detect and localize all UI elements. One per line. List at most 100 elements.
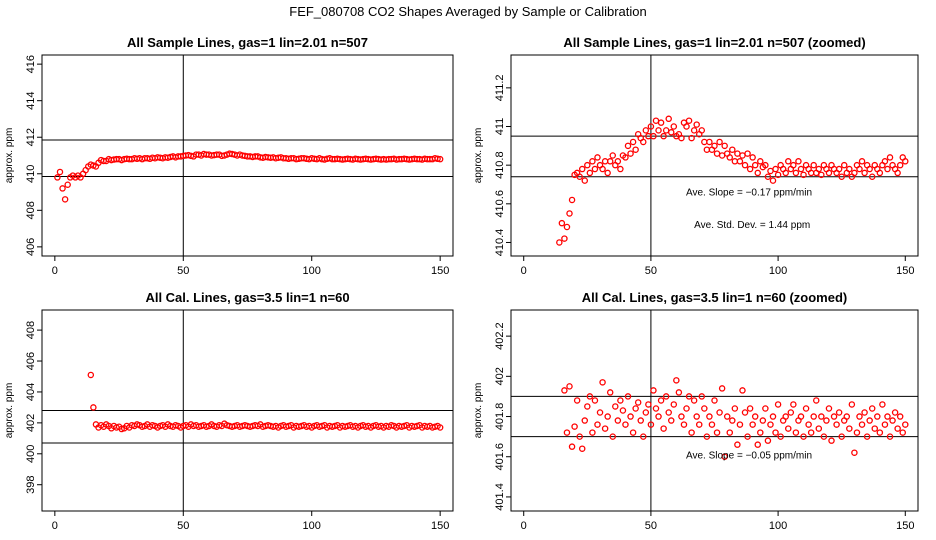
data-point: [561, 235, 568, 242]
chart-title: All Cal. Lines, gas=3.5 lin=1 n=60 (zoom…: [582, 290, 848, 305]
data-point: [782, 413, 789, 420]
data-point: [726, 429, 734, 436]
data-point: [754, 169, 761, 177]
data-point: [578, 165, 586, 173]
data-point: [749, 154, 756, 161]
y-axis-label: approx. ppm: [4, 383, 15, 439]
data-point: [54, 174, 61, 181]
data-point: [568, 196, 576, 204]
figure-title: FEF_080708 CO2 Shapes Averaged by Sample…: [289, 4, 647, 19]
data-point: [606, 389, 614, 396]
data-point: [810, 413, 817, 420]
data-point: [576, 433, 583, 440]
data-point: [90, 404, 97, 411]
data-point: [711, 142, 718, 150]
data-point: [573, 397, 581, 404]
data-point: [846, 165, 853, 173]
y-tick-label: 398: [25, 476, 37, 494]
data-point: [622, 421, 629, 428]
data-point: [838, 433, 845, 440]
data-point: [436, 424, 444, 431]
data-point: [614, 158, 622, 165]
data-point: [64, 181, 71, 188]
data-point: [774, 401, 782, 408]
data-point: [884, 165, 891, 173]
y-tick-label: 411: [494, 118, 506, 136]
data-point: [785, 158, 792, 165]
data-point: [744, 433, 751, 440]
data-point: [866, 165, 873, 173]
data-point: [609, 152, 617, 159]
data-point: [741, 409, 749, 416]
data-point: [589, 158, 596, 165]
data-point: [886, 433, 894, 440]
data-point: [688, 429, 695, 436]
data-point: [828, 437, 835, 444]
data-point: [604, 169, 611, 177]
chart-title: All Sample Lines, gas=1 lin=2.01 n=507: [127, 35, 368, 50]
data-point: [622, 154, 629, 161]
data-point: [685, 393, 693, 400]
data-point: [886, 154, 894, 161]
data-point: [599, 379, 606, 386]
data-point: [670, 401, 678, 408]
data-point: [729, 417, 736, 424]
data-point: [858, 421, 866, 428]
data-point: [637, 417, 644, 424]
data-point: [678, 413, 685, 420]
data-point: [751, 161, 759, 169]
data-point: [856, 413, 863, 420]
data-point: [703, 146, 711, 153]
data-point: [612, 403, 619, 410]
data-point: [718, 385, 726, 392]
data-point: [698, 393, 706, 400]
data-point: [627, 413, 634, 420]
data-point: [698, 127, 706, 134]
data-point: [688, 134, 695, 142]
data-point: [647, 123, 655, 130]
data-point: [581, 177, 589, 184]
data-point: [769, 177, 777, 184]
data-point: [594, 154, 601, 161]
plot-frame: [510, 309, 919, 512]
data-point: [851, 449, 858, 456]
data-point: [594, 421, 601, 428]
data-point: [868, 173, 876, 181]
data-point: [601, 425, 609, 432]
data-point: [843, 413, 851, 420]
data-point: [617, 165, 624, 173]
data-point: [584, 161, 591, 169]
y-tick-label: 414: [25, 92, 37, 110]
data-point: [838, 173, 845, 181]
data-point: [566, 383, 573, 390]
data-point: [563, 223, 571, 231]
data-point: [896, 413, 904, 420]
data-point: [815, 425, 823, 432]
data-point: [856, 165, 863, 173]
data-point: [792, 169, 800, 177]
data-point: [657, 119, 665, 126]
data-point: [726, 154, 734, 161]
data-point: [581, 417, 589, 424]
y-tick-label: 410.8: [494, 151, 506, 179]
data-point: [899, 429, 906, 436]
data-point: [617, 397, 624, 404]
data-point: [774, 171, 782, 179]
data-point: [795, 158, 802, 165]
data-point: [662, 127, 670, 134]
data-point: [668, 417, 675, 424]
data-point: [759, 417, 767, 424]
data-point: [711, 397, 718, 404]
y-tick-label: 401.8: [494, 403, 506, 431]
data-point: [797, 165, 805, 173]
data-point: [436, 155, 444, 163]
data-point: [640, 138, 647, 146]
data-point: [871, 425, 879, 432]
data-point: [604, 413, 611, 420]
data-point: [708, 421, 716, 428]
data-point: [815, 165, 823, 173]
data-point: [650, 387, 657, 394]
x-tick-label: 100: [769, 520, 787, 532]
data-point: [902, 421, 909, 428]
data-point: [800, 171, 807, 179]
